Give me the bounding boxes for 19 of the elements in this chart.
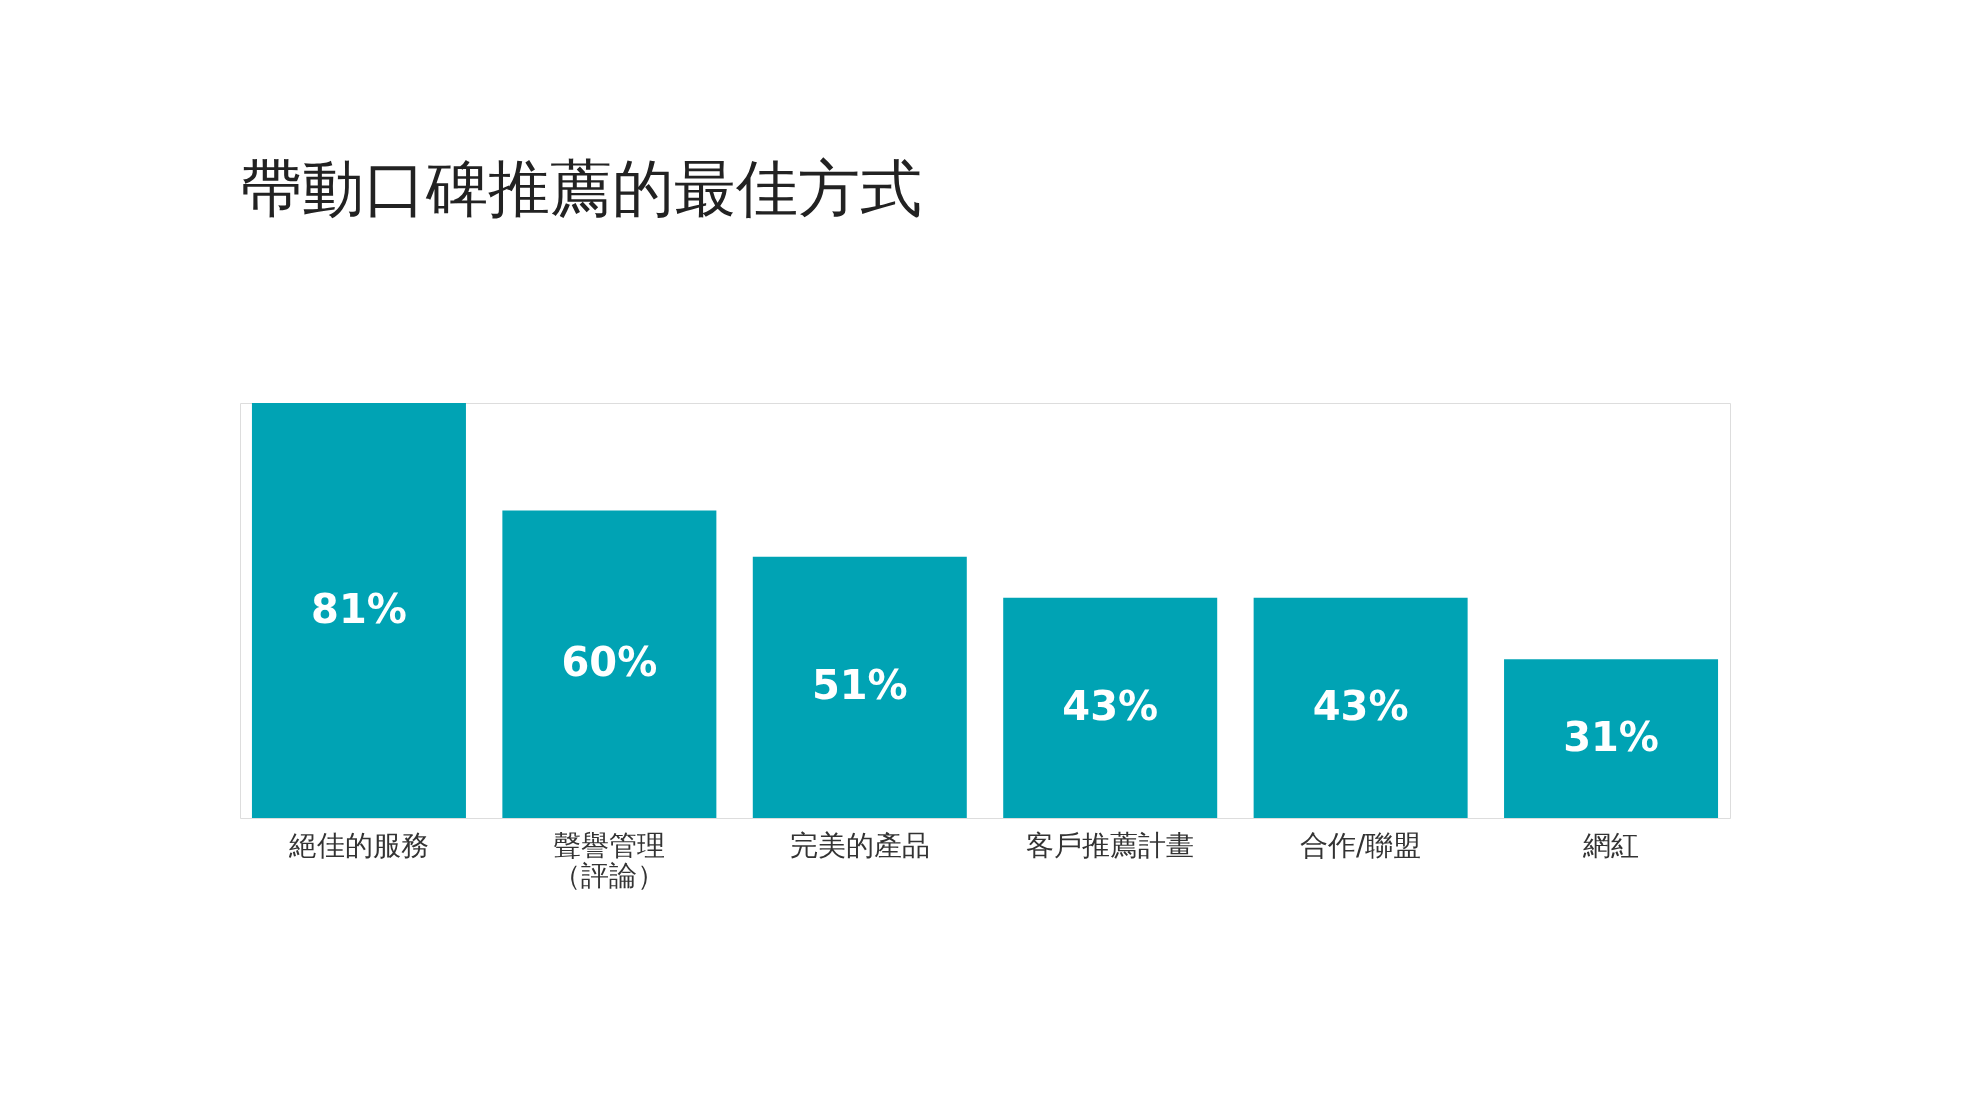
chart-title: 帶動口碑推薦的最佳方式 <box>240 152 922 225</box>
bar <box>1003 597 1218 818</box>
data-label: 43% <box>1062 682 1159 729</box>
x-tick-label: 網紅 <box>1582 828 1640 862</box>
bar <box>1504 659 1719 818</box>
x-tick-label: 合作/聯盟 <box>1299 828 1422 862</box>
x-tick-label: 客戶推薦計畫 <box>1026 828 1195 862</box>
bar <box>1253 597 1468 818</box>
data-label: 81% <box>311 585 407 632</box>
data-label: 31% <box>1563 713 1659 760</box>
x-tick-label: 完美的產品 <box>789 828 930 862</box>
data-label: 60% <box>561 639 658 686</box>
x-tick-label: 絕佳的服務 <box>287 828 429 862</box>
data-label: 51% <box>811 662 908 709</box>
data-label: 43% <box>1312 682 1409 729</box>
bar <box>502 510 717 818</box>
bar <box>752 556 967 818</box>
x-tick-label: 聲譽管理（評論） <box>553 828 666 892</box>
bar <box>251 403 466 818</box>
